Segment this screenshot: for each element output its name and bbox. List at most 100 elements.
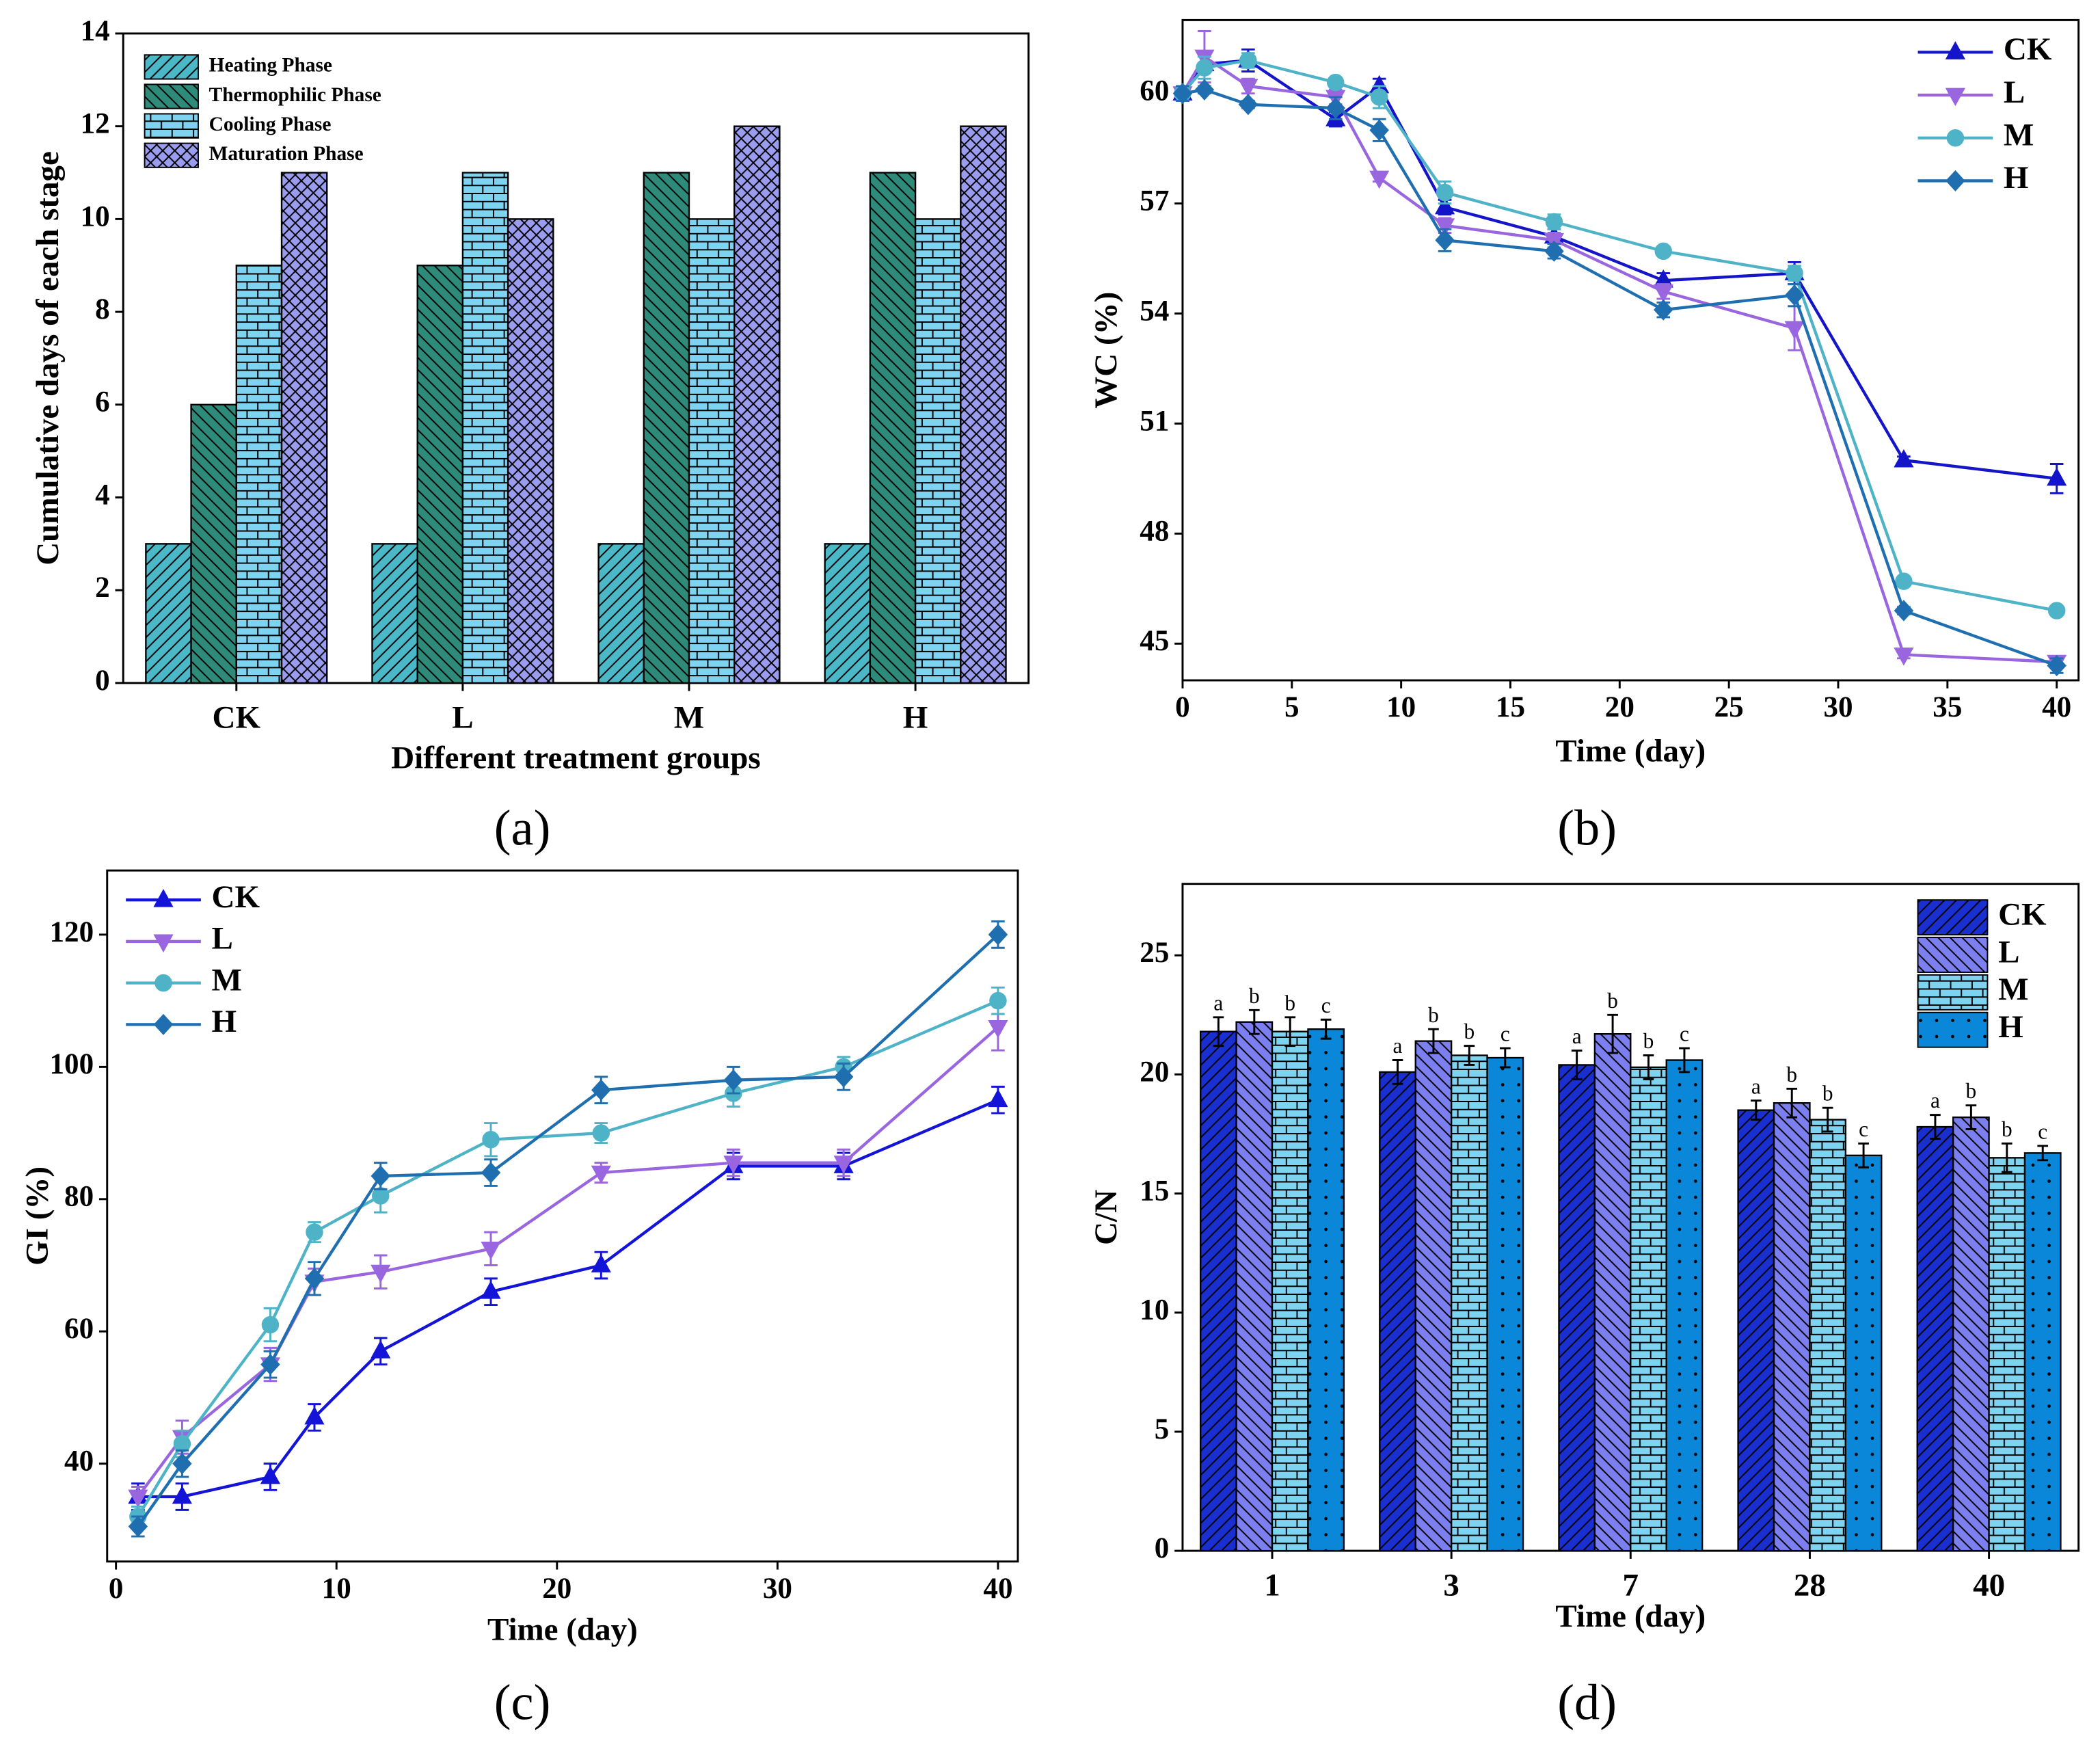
bar bbox=[235, 265, 283, 684]
marker bbox=[1434, 218, 1455, 237]
error-bar bbox=[1248, 1009, 1260, 1035]
y-tick-label: 14 bbox=[81, 15, 110, 47]
y-tick-label: 4 bbox=[95, 479, 110, 511]
error-bar bbox=[1464, 1045, 1475, 1066]
marker bbox=[1327, 73, 1345, 92]
panel-label: (d) bbox=[1557, 1674, 1617, 1731]
significance-label: b bbox=[2002, 1117, 2012, 1141]
bar bbox=[1916, 1125, 1954, 1552]
x-tick-label: 3 bbox=[1443, 1568, 1459, 1603]
marker bbox=[1194, 79, 1215, 101]
marker bbox=[153, 1013, 174, 1035]
marker bbox=[371, 1340, 391, 1359]
marker bbox=[988, 1089, 1008, 1108]
legend-swatch bbox=[1917, 974, 1989, 1011]
bar bbox=[1593, 1033, 1632, 1552]
significance-label: a bbox=[1393, 1034, 1403, 1058]
marker bbox=[1945, 41, 1965, 59]
marker bbox=[1239, 51, 1257, 70]
marker bbox=[261, 1316, 280, 1334]
y-tick-label: 100 bbox=[50, 1048, 94, 1080]
marker bbox=[1434, 196, 1455, 215]
series-line bbox=[137, 1026, 999, 1498]
bar bbox=[371, 543, 418, 684]
bar bbox=[1199, 1030, 1237, 1552]
x-tick-label: 40 bbox=[1973, 1568, 2005, 1603]
y-axis-label: GI (%) bbox=[20, 1166, 55, 1266]
marker bbox=[989, 991, 1007, 1010]
significance-label: b bbox=[1643, 1029, 1654, 1053]
marker bbox=[481, 1281, 501, 1299]
significance-label: c bbox=[1680, 1022, 1689, 1046]
bar bbox=[1379, 1071, 1416, 1552]
bar bbox=[1737, 1109, 1775, 1552]
marker bbox=[1784, 321, 1805, 340]
bar bbox=[1630, 1066, 1667, 1552]
y-tick-label: 10 bbox=[81, 200, 110, 232]
bar bbox=[1414, 1040, 1453, 1552]
marker bbox=[833, 1156, 854, 1174]
marker bbox=[172, 1485, 192, 1504]
x-tick-label: 0 bbox=[1175, 691, 1190, 723]
x-tick-label: 0 bbox=[109, 1573, 124, 1605]
legend-label: L bbox=[2004, 75, 2025, 110]
bar bbox=[416, 265, 464, 684]
error-bar bbox=[1858, 1142, 1869, 1169]
bar bbox=[507, 218, 554, 684]
error-bar bbox=[1786, 1087, 1798, 1119]
y-axis-label: Cumulative days of each stage bbox=[30, 151, 66, 565]
marker bbox=[1172, 83, 1193, 105]
series-line bbox=[137, 933, 999, 1527]
legend-label: Heating Phase bbox=[209, 55, 332, 77]
x-tick-label: 35 bbox=[1933, 691, 1962, 723]
marker bbox=[154, 974, 172, 992]
error-bar bbox=[1571, 1050, 1583, 1080]
marker bbox=[988, 1019, 1008, 1039]
y-tick-label: 60 bbox=[64, 1313, 94, 1345]
panel-label: (a) bbox=[494, 800, 551, 856]
series-line bbox=[1182, 88, 2058, 667]
bar bbox=[1773, 1102, 1811, 1552]
legend-label: M bbox=[212, 962, 242, 998]
legend-swatch bbox=[144, 54, 199, 80]
y-tick-label: 5 bbox=[1155, 1413, 1170, 1445]
marker bbox=[371, 1264, 391, 1283]
y-tick-label: 120 bbox=[50, 916, 94, 948]
legend-label: Maturation Phase bbox=[209, 143, 364, 165]
y-tick-label: 54 bbox=[1140, 295, 1169, 327]
significance-label: b bbox=[1822, 1082, 1833, 1106]
marker bbox=[1196, 59, 1213, 77]
error-bar bbox=[2001, 1142, 2012, 1173]
significance-label: a bbox=[1213, 991, 1223, 1015]
x-tick-label: M bbox=[674, 700, 704, 736]
panel-label: (b) bbox=[1557, 800, 1617, 856]
y-tick-label: 15 bbox=[1140, 1175, 1169, 1207]
error-bar bbox=[1679, 1047, 1690, 1073]
legend-label: L bbox=[212, 921, 233, 957]
bar bbox=[1665, 1059, 1704, 1552]
x-tick-label: 5 bbox=[1284, 691, 1300, 723]
significance-label: b bbox=[1284, 991, 1295, 1015]
x-tick-label: 28 bbox=[1794, 1568, 1826, 1603]
significance-label: c bbox=[1500, 1022, 1510, 1046]
bar bbox=[597, 543, 645, 684]
marker bbox=[306, 1223, 323, 1241]
legend-label: CK bbox=[212, 879, 260, 915]
significance-label: c bbox=[1321, 993, 1331, 1017]
y-tick-label: 12 bbox=[81, 108, 110, 140]
significance-label: a bbox=[1751, 1074, 1761, 1098]
marker bbox=[2047, 602, 2066, 619]
marker bbox=[1653, 299, 1673, 321]
marker bbox=[481, 1162, 501, 1184]
error-bar bbox=[1428, 1028, 1439, 1054]
marker bbox=[1786, 264, 1803, 282]
marker bbox=[592, 1124, 610, 1142]
y-tick-label: 57 bbox=[1140, 185, 1169, 217]
y-tick-label: 80 bbox=[64, 1181, 94, 1213]
marker bbox=[1435, 229, 1455, 251]
y-tick-label: 8 bbox=[95, 293, 110, 325]
significance-label: b bbox=[1464, 1019, 1475, 1043]
error-bar bbox=[1213, 1016, 1224, 1047]
